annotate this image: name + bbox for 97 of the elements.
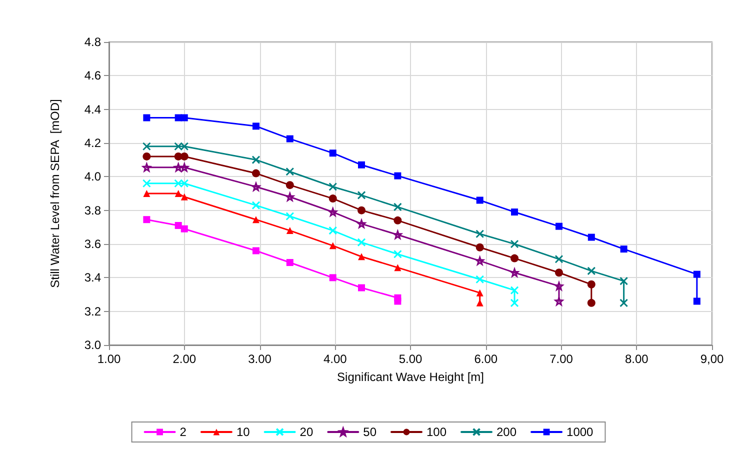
point: [510, 240, 519, 248]
point: [286, 181, 294, 190]
y-tick-label: 3.4: [84, 270, 102, 285]
point: [588, 234, 595, 241]
point: [510, 254, 519, 262]
point: [394, 172, 402, 180]
point: [510, 286, 519, 295]
point: [393, 202, 402, 212]
legend-label: 100: [426, 425, 447, 439]
point: [587, 298, 596, 307]
point: [587, 266, 596, 276]
point: [142, 152, 151, 160]
point: [620, 246, 628, 253]
point: [329, 242, 336, 250]
point: [328, 226, 338, 235]
point: [286, 259, 294, 266]
point: [252, 216, 260, 224]
point: [587, 280, 596, 288]
point: [394, 216, 402, 224]
x-tick-label: 3.00: [248, 352, 272, 366]
point: [693, 270, 700, 278]
legend-label: 20: [300, 425, 314, 439]
point: [180, 152, 188, 160]
legend-label: 2: [180, 425, 187, 439]
point: [476, 275, 484, 284]
y-tick-label: 3.2: [84, 304, 102, 318]
point: [554, 254, 564, 264]
point: [358, 284, 366, 292]
point: [180, 193, 188, 200]
x-axis-title: Significant Wave Height [m]: [337, 370, 484, 384]
point: [358, 206, 366, 214]
point: [476, 299, 484, 306]
point: [180, 114, 188, 122]
point: [328, 194, 337, 203]
point: [329, 150, 336, 157]
legend-label: 1000: [566, 425, 594, 439]
x-tick-label: 7.00: [550, 352, 574, 366]
point: [357, 190, 366, 200]
point: [476, 289, 484, 296]
point: [286, 167, 294, 176]
x-tick-label: 1.00: [97, 352, 121, 366]
point: [142, 179, 151, 188]
legend-label: 200: [496, 425, 517, 439]
x-tick-label: 9,00: [700, 352, 724, 366]
point: [252, 201, 260, 210]
point: [252, 169, 260, 178]
point: [358, 161, 366, 168]
x-tick-label: 2.00: [172, 352, 196, 366]
point: [180, 225, 188, 232]
point: [476, 243, 484, 252]
y-tick-label: 4.2: [84, 136, 102, 150]
point: [174, 142, 183, 151]
y-tick-label: 4.6: [84, 68, 102, 83]
point: [286, 212, 294, 220]
y-axis-title: Still Water Level from SEPA [mOD]: [48, 99, 62, 288]
point: [476, 196, 484, 204]
x-tick-label: 6.00: [474, 352, 498, 366]
point: [620, 276, 628, 286]
y-tick-label: 4.0: [84, 170, 102, 184]
y-tick-label: 3.6: [84, 237, 102, 251]
point: [286, 135, 294, 142]
point: [329, 274, 336, 282]
point: [394, 298, 402, 305]
point: [174, 190, 182, 197]
point: [393, 250, 402, 258]
point: [357, 238, 366, 247]
point: [286, 227, 294, 234]
point: [510, 298, 519, 308]
point: [143, 216, 150, 224]
x-tick-label: 4.00: [323, 352, 348, 366]
point: [252, 122, 260, 130]
y-tick-label: 3.8: [84, 203, 102, 218]
point: [252, 247, 260, 254]
legend-label: 50: [363, 425, 377, 439]
point: [252, 156, 260, 164]
point: [511, 208, 518, 216]
point: [394, 264, 402, 272]
point: [555, 222, 562, 230]
y-tick-label: 3.0: [84, 338, 102, 352]
point: [180, 142, 189, 151]
legend-label: 10: [236, 425, 250, 439]
point: [174, 222, 182, 229]
point: [328, 182, 338, 192]
point: [476, 230, 484, 238]
point: [143, 190, 150, 197]
point: [143, 114, 150, 122]
point: [174, 179, 183, 188]
point: [620, 298, 628, 308]
point: [554, 268, 563, 277]
y-tick-label: 4.8: [84, 35, 102, 49]
x-tick-label: 8.00: [624, 352, 649, 366]
point: [693, 298, 700, 305]
y-tick-label: 4.4: [84, 102, 102, 116]
point: [142, 142, 151, 151]
point: [180, 179, 189, 188]
point: [358, 253, 366, 260]
x-tick-label: 5.00: [398, 352, 422, 366]
